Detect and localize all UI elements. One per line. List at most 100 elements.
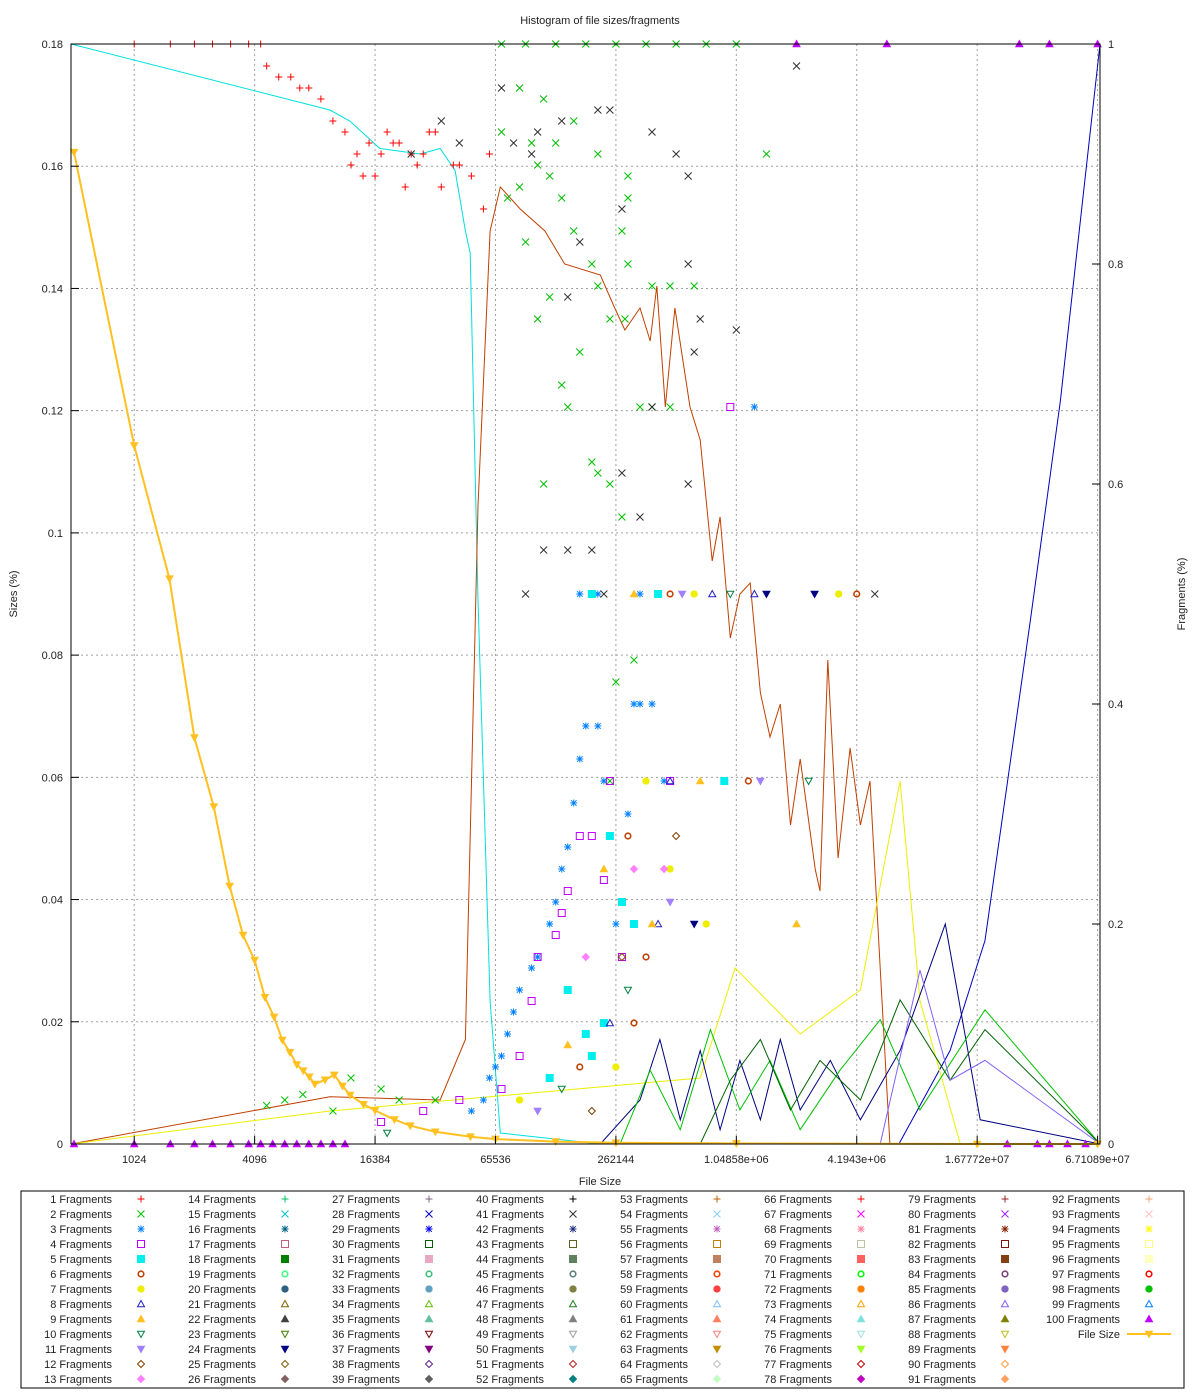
legend-label: 89 Fragments bbox=[908, 1344, 976, 1356]
legend-marker-icon bbox=[136, 1314, 146, 1323]
legend-label: 92 Fragments bbox=[1052, 1194, 1120, 1206]
data-point-11-fragments bbox=[756, 777, 765, 786]
data-point-6-fragments bbox=[630, 1019, 638, 1027]
series-line bbox=[699, 998, 1101, 1145]
legend-label: 72 Fragments bbox=[764, 1284, 832, 1296]
legend-item: 55 Fragments bbox=[620, 1224, 721, 1236]
legend-marker-icon bbox=[281, 1225, 289, 1233]
legend-item: 86 Fragments bbox=[908, 1299, 1010, 1311]
data-point-4-fragments bbox=[557, 909, 566, 917]
data-point-9-fragments bbox=[647, 919, 657, 928]
y-tick-label: 0.02 bbox=[42, 1017, 63, 1029]
file-size-point bbox=[329, 1071, 339, 1080]
legend-item: 32 Fragments bbox=[332, 1269, 433, 1281]
data-point-3-fragments bbox=[528, 964, 536, 972]
file-size-point bbox=[390, 1116, 399, 1125]
legend-item: 26 Fragments bbox=[188, 1374, 290, 1386]
legend-marker-icon bbox=[857, 1285, 865, 1293]
legend-item: 92 Fragments bbox=[1052, 1194, 1153, 1206]
data-point-3-fragments bbox=[594, 722, 602, 730]
legend-item: 4 Fragments bbox=[50, 1239, 145, 1251]
data-point-1-fragments bbox=[485, 150, 493, 158]
legend-marker-icon bbox=[281, 1285, 289, 1293]
file-size-point bbox=[310, 1080, 320, 1089]
data-point-2-fragments bbox=[533, 161, 542, 169]
data-point-5-fragments bbox=[629, 920, 638, 928]
legend-item: 12 Fragments bbox=[44, 1359, 146, 1371]
legend-label: 62 Fragments bbox=[620, 1329, 688, 1341]
x-tick-label: 1024 bbox=[122, 1154, 146, 1166]
legend-label: 10 Fragments bbox=[44, 1329, 112, 1341]
legend-item: 99 Fragments bbox=[1052, 1299, 1154, 1311]
y-tick-label: 0.04 bbox=[42, 895, 63, 907]
data-point-10-fragments bbox=[623, 986, 633, 995]
data-point-3-fragments bbox=[600, 777, 608, 785]
legend-item: 64 Fragments bbox=[620, 1359, 722, 1371]
legend-item: 56 Fragments bbox=[620, 1239, 721, 1251]
file-size-point bbox=[345, 1091, 355, 1100]
legend-box bbox=[20, 1190, 1185, 1389]
legend-label: 31 Fragments bbox=[332, 1254, 400, 1266]
data-point-7-fragments bbox=[835, 590, 843, 598]
data-point-24-fragments bbox=[762, 590, 771, 599]
legend-item: 100 Fragments bbox=[1046, 1314, 1154, 1326]
data-point-6-fragments bbox=[642, 953, 650, 961]
legend-item: 35 Fragments bbox=[332, 1314, 434, 1326]
legend-marker-icon bbox=[856, 1374, 866, 1384]
x-tick-label: 4096 bbox=[242, 1154, 266, 1166]
file-size-point bbox=[69, 148, 79, 157]
legend-item: 39 Fragments bbox=[332, 1374, 434, 1386]
legend-marker-icon bbox=[280, 1299, 290, 1308]
legend-label: 40 Fragments bbox=[476, 1194, 544, 1206]
x-axis-label: File Size bbox=[579, 1176, 621, 1188]
legend-label: 69 Fragments bbox=[764, 1239, 832, 1251]
data-point-3-fragments bbox=[582, 722, 590, 730]
data-point-4-fragments bbox=[605, 777, 614, 785]
legend-item: 51 Fragments bbox=[476, 1359, 578, 1371]
data-point-41-fragments bbox=[527, 150, 536, 158]
data-point-1-fragments bbox=[389, 139, 397, 147]
data-point-2-fragments bbox=[666, 403, 674, 411]
legend-marker-icon bbox=[712, 1330, 722, 1339]
legend-marker-icon bbox=[281, 1255, 289, 1263]
data-point-2-fragments bbox=[624, 194, 632, 202]
legend-marker-icon bbox=[425, 1225, 433, 1233]
legend-label: 29 Fragments bbox=[332, 1224, 400, 1236]
legend-label: 71 Fragments bbox=[764, 1269, 832, 1281]
legend-item: 91 Fragments bbox=[908, 1374, 1010, 1386]
legend-item: 44 Fragments bbox=[476, 1254, 577, 1266]
data-point-3-fragments bbox=[636, 700, 644, 708]
data-point-2-fragments bbox=[593, 469, 602, 477]
legend-label: 32 Fragments bbox=[332, 1269, 400, 1281]
legend-item: 93 Fragments bbox=[1052, 1209, 1153, 1221]
legend-marker-icon bbox=[568, 1299, 578, 1308]
legend-item: 37 Fragments bbox=[332, 1344, 434, 1356]
data-point-8-fragments bbox=[605, 1018, 615, 1027]
data-point-2-fragments bbox=[624, 172, 632, 180]
data-point-12-fragments bbox=[617, 952, 627, 962]
legend-label: 82 Fragments bbox=[908, 1239, 976, 1251]
data-point-5-fragments bbox=[654, 590, 663, 598]
legend-marker-icon bbox=[1001, 1225, 1009, 1233]
legend-label: 3 Fragments bbox=[50, 1224, 112, 1236]
data-point-3-fragments bbox=[491, 1063, 499, 1071]
legend-label: 51 Fragments bbox=[476, 1359, 544, 1371]
legend-item: 54 Fragments bbox=[620, 1209, 721, 1221]
legend-item: 88 Fragments bbox=[908, 1329, 1010, 1341]
data-point-9-fragments bbox=[695, 776, 705, 785]
data-point-41-fragments bbox=[600, 590, 608, 598]
file-size-point bbox=[405, 1122, 415, 1131]
series-line bbox=[619, 1008, 1101, 1145]
legend-label: 14 Fragments bbox=[188, 1194, 256, 1206]
legend-item: 8 Fragments bbox=[50, 1299, 146, 1311]
data-point-1-fragments bbox=[365, 139, 373, 147]
legend-label: 93 Fragments bbox=[1052, 1209, 1120, 1221]
legend-marker-icon bbox=[1145, 1270, 1153, 1278]
legend-label: 50 Fragments bbox=[476, 1344, 544, 1356]
data-point-41-fragments bbox=[455, 139, 464, 147]
data-point-3-fragments bbox=[558, 865, 566, 873]
legend-marker-icon bbox=[1000, 1374, 1010, 1384]
legend-item: 76 Fragments bbox=[764, 1344, 866, 1356]
data-point-2-fragments bbox=[551, 139, 560, 147]
